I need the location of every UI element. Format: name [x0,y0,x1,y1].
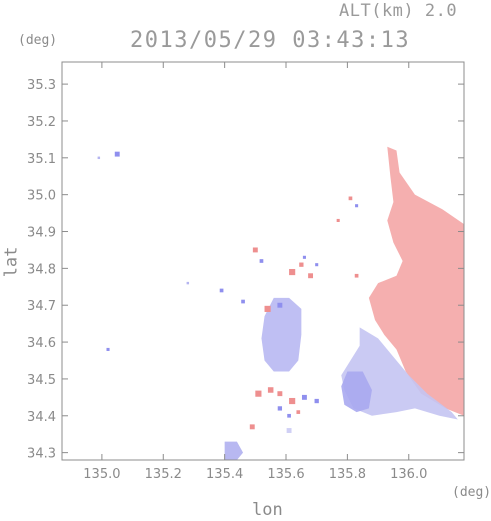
velocity-speckle [336,218,340,222]
velocity-speckle [267,387,274,393]
y-tick-label: 34.4 [27,410,56,425]
velocity-speckle [249,424,255,430]
y-tick-label: 35.2 [27,115,56,130]
velocity-speckle [255,390,262,397]
y-axis-unit: (deg) [18,33,58,48]
velocity-speckle [219,288,224,293]
velocity-speckle [348,196,353,201]
velocity-speckle [289,397,296,405]
velocity-region-approaching-core [341,371,372,413]
plot-frame [61,61,465,461]
velocity-speckles [97,151,359,433]
x-axis-unit: (deg) [452,485,491,500]
y-tick-label: 34.3 [27,447,56,462]
velocity-speckle [241,299,245,304]
velocity-speckle [355,204,359,208]
y-tick-label: 34.7 [27,299,56,314]
x-tick-label: 135.4 [206,467,243,482]
velocity-speckle [301,394,307,400]
velocity-speckle [259,259,264,263]
x-tick-label: 135.8 [329,467,366,482]
velocity-region-receding [368,146,464,416]
y-tick-label: 34.9 [27,226,56,241]
velocity-speckle [354,273,359,278]
velocity-speckle [264,305,271,312]
velocity-speckle [286,428,292,433]
y-tick-label: 34.8 [27,262,56,277]
velocity-speckle [252,247,258,253]
velocity-speckle [106,347,110,351]
velocity-speckle [296,410,301,414]
altitude-label: ALT(km) 2.0 [339,1,458,21]
velocity-field [224,146,464,460]
velocity-speckle [277,302,283,308]
velocity-speckle [315,263,319,267]
y-tick-label: 35.1 [27,152,56,167]
velocity-speckle [302,255,306,259]
y-tick-label: 35.0 [27,189,56,204]
velocity-speckle [186,281,190,285]
velocity-speckle [314,398,319,404]
velocity-speckle [277,391,283,397]
y-tick-label: 34.6 [27,336,56,351]
scan-timestamp: 2013/05/29 03:43:13 [130,28,411,53]
velocity-speckle [289,268,296,276]
x-tick-label: 135.2 [145,467,182,482]
velocity-speckle [287,413,291,418]
x-tick-label: 135.6 [267,467,304,482]
y-tick-label: 34.5 [27,373,56,388]
axis-ticks: 135.0 135.2 135.4 135.6 135.8 136.0 34.3 34.4 34… [27,62,464,482]
velocity-speckle [97,156,101,160]
y-tick-label: 35.3 [27,78,56,93]
velocity-region-approaching-central [261,297,302,372]
velocity-speckle [308,273,314,279]
x-axis-label: lon [252,500,283,520]
velocity-speckle [299,262,304,267]
x-tick-label: 136.0 [390,467,427,482]
velocity-speckle [114,151,120,157]
x-tick-label: 135.0 [83,467,120,482]
velocity-speckle [277,406,283,411]
velocity-region-approaching-south [224,441,244,460]
